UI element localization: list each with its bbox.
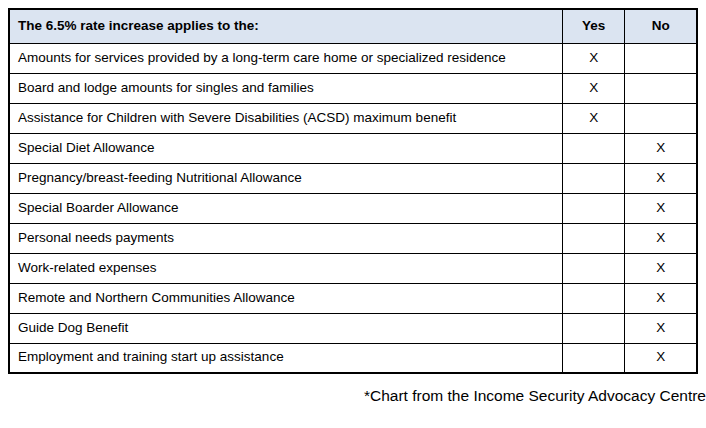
no-mark <box>625 43 697 73</box>
row-label: Personal needs payments <box>9 223 563 253</box>
rate-increase-table: The 6.5% rate increase applies to the: Y… <box>8 8 698 374</box>
table-row: Remote and Northern Communities Allowanc… <box>9 283 697 313</box>
yes-mark: X <box>563 103 625 133</box>
table-title: The 6.5% rate increase applies to the: <box>9 9 563 43</box>
yes-mark <box>563 133 625 163</box>
table-row: Special Boarder Allowance X <box>9 193 697 223</box>
yes-mark <box>563 193 625 223</box>
document-page: The 6.5% rate increase applies to the: Y… <box>0 0 706 405</box>
table-row: Board and lodge amounts for singles and … <box>9 73 697 103</box>
source-note: *Chart from the Income Security Advocacy… <box>16 387 706 405</box>
table-header-row: The 6.5% rate increase applies to the: Y… <box>9 9 697 43</box>
no-mark: X <box>625 223 697 253</box>
row-label: Guide Dog Benefit <box>9 313 563 343</box>
table-row: Employment and training start up assista… <box>9 343 697 373</box>
no-mark <box>625 103 697 133</box>
no-mark: X <box>625 193 697 223</box>
no-mark: X <box>625 313 697 343</box>
row-label: Assistance for Children with Severe Disa… <box>9 103 563 133</box>
table-row: Personal needs payments X <box>9 223 697 253</box>
row-label: Employment and training start up assista… <box>9 343 563 373</box>
no-mark: X <box>625 283 697 313</box>
row-label: Remote and Northern Communities Allowanc… <box>9 283 563 313</box>
table-row: Assistance for Children with Severe Disa… <box>9 103 697 133</box>
row-label: Work-related expenses <box>9 253 563 283</box>
no-mark <box>625 73 697 103</box>
table-row: Pregnancy/breast-feeding Nutritional All… <box>9 163 697 193</box>
row-label: Pregnancy/breast-feeding Nutritional All… <box>9 163 563 193</box>
no-mark: X <box>625 133 697 163</box>
yes-mark: X <box>563 43 625 73</box>
yes-column-header: Yes <box>563 9 625 43</box>
yes-mark <box>563 163 625 193</box>
no-column-header: No <box>625 9 697 43</box>
row-label: Special Boarder Allowance <box>9 193 563 223</box>
table-row: Guide Dog Benefit X <box>9 313 697 343</box>
table-row: Special Diet Allowance X <box>9 133 697 163</box>
no-mark: X <box>625 253 697 283</box>
row-label: Board and lodge amounts for singles and … <box>9 73 563 103</box>
no-mark: X <box>625 343 697 373</box>
table-row: Work-related expenses X <box>9 253 697 283</box>
yes-mark <box>563 283 625 313</box>
no-mark: X <box>625 163 697 193</box>
table-row: Amounts for services provided by a long-… <box>9 43 697 73</box>
yes-mark <box>563 223 625 253</box>
yes-mark: X <box>563 73 625 103</box>
row-label: Special Diet Allowance <box>9 133 563 163</box>
row-label: Amounts for services provided by a long-… <box>9 43 563 73</box>
yes-mark <box>563 313 625 343</box>
yes-mark <box>563 343 625 373</box>
yes-mark <box>563 253 625 283</box>
